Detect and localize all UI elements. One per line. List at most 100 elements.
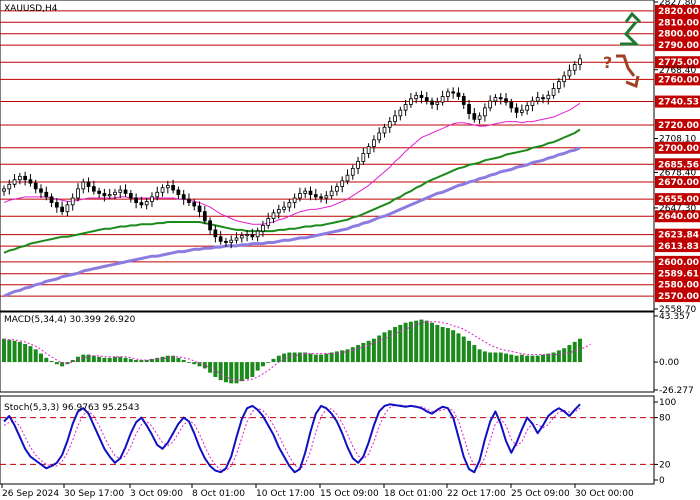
macd-panel: MACD(5,34,4) 30.399 26.920 bbox=[0, 311, 655, 393]
candle-body bbox=[202, 211, 207, 222]
candle-body bbox=[65, 204, 70, 213]
macd-bar bbox=[149, 358, 154, 363]
time-tick-label: 26 Sep 2024 bbox=[2, 489, 59, 499]
macd-axis: 43.357 0.00 -26.277 bbox=[654, 312, 694, 396]
level-label: 2760.00 bbox=[658, 75, 699, 85]
ma-slow-line bbox=[3, 146, 581, 298]
candle-body bbox=[329, 190, 334, 197]
macd-bar bbox=[530, 355, 535, 363]
macd-bar bbox=[430, 322, 435, 363]
candle-body bbox=[271, 212, 276, 219]
candle-body bbox=[414, 94, 419, 100]
candle-body bbox=[229, 239, 234, 243]
candle-body bbox=[419, 94, 424, 99]
macd-bar bbox=[245, 362, 250, 380]
candle-body bbox=[504, 98, 508, 103]
macd-bar bbox=[366, 340, 371, 363]
candle-body bbox=[192, 202, 197, 207]
stochastic-lines bbox=[0, 403, 654, 474]
level-tag bbox=[655, 141, 700, 154]
macd-bar bbox=[76, 356, 80, 363]
time-tick-label: 30 Oct 00:00 bbox=[575, 489, 634, 499]
ma-fast-line bbox=[3, 102, 581, 225]
price-panel: XAUUSD,H4 ? bbox=[0, 0, 655, 312]
time-tick-label: 25 Oct 09:00 bbox=[511, 489, 570, 499]
level-tag bbox=[655, 56, 700, 69]
candle-body bbox=[488, 100, 493, 109]
candle-body bbox=[208, 220, 212, 231]
macd-bar bbox=[435, 324, 440, 363]
stoch-tick-label: 0 bbox=[659, 476, 665, 486]
candle-body bbox=[298, 193, 302, 199]
candle-body bbox=[266, 218, 271, 226]
macd-bar bbox=[382, 332, 387, 363]
macd-bar bbox=[202, 362, 207, 369]
candle-body bbox=[118, 189, 123, 193]
up-arrow-icon bbox=[620, 11, 642, 46]
candle-body bbox=[303, 190, 308, 194]
candle-body bbox=[187, 198, 191, 203]
macd-bar bbox=[7, 339, 12, 363]
macd-bar bbox=[239, 362, 244, 382]
time-tick-label: 8 Oct 01:00 bbox=[192, 489, 245, 499]
macd-bar bbox=[39, 353, 43, 363]
level-label: 2623.84 bbox=[658, 231, 699, 241]
level-tag bbox=[655, 39, 700, 52]
candle-body bbox=[456, 92, 461, 97]
candle-body bbox=[197, 205, 202, 213]
macd-bar bbox=[303, 352, 308, 363]
level-tag bbox=[655, 118, 700, 131]
candle-body bbox=[150, 196, 154, 202]
macd-tick-label: -26.277 bbox=[659, 386, 694, 396]
candle-body bbox=[562, 75, 567, 83]
candle-body bbox=[372, 139, 376, 148]
macd-bar bbox=[308, 353, 313, 363]
price-tick-label: 2827.80 bbox=[659, 0, 696, 8]
level-tag bbox=[655, 73, 700, 86]
macd-bar bbox=[165, 355, 170, 363]
candle-body bbox=[398, 109, 403, 117]
candle-body bbox=[255, 230, 260, 238]
candle-body bbox=[477, 115, 482, 120]
level-label: 2589.61 bbox=[658, 270, 699, 280]
level-label: 2640.00 bbox=[658, 212, 699, 222]
stoch-tick-label: 20 bbox=[659, 460, 671, 470]
candle-body bbox=[160, 187, 165, 193]
macd-bar bbox=[33, 349, 38, 363]
macd-bar bbox=[578, 338, 582, 363]
macd-bar bbox=[419, 319, 424, 363]
macd-bar bbox=[387, 330, 392, 363]
price-tick-label: 2708.10 bbox=[659, 135, 696, 145]
macd-bar bbox=[2, 338, 6, 363]
candle-body bbox=[557, 81, 561, 89]
candle-body bbox=[430, 100, 434, 105]
level-label: 2700.00 bbox=[658, 144, 699, 154]
candle-body bbox=[541, 97, 545, 100]
price-tick-label: 2558.70 bbox=[659, 305, 696, 315]
macd-signal-line bbox=[4, 321, 591, 381]
candle-body bbox=[176, 189, 181, 195]
candle-body bbox=[250, 234, 255, 238]
level-tag bbox=[655, 267, 700, 280]
macd-bar bbox=[197, 362, 202, 367]
macd-bar bbox=[208, 362, 213, 373]
macd-bar bbox=[155, 357, 160, 363]
macd-bar bbox=[467, 340, 472, 363]
candle-body bbox=[123, 189, 128, 194]
macd-bar bbox=[556, 350, 561, 363]
candle-body bbox=[91, 186, 96, 192]
candle-body bbox=[33, 182, 38, 190]
time-tick-label: 22 Oct 17:00 bbox=[447, 489, 506, 499]
macd-bar bbox=[23, 344, 28, 363]
candle-body bbox=[382, 126, 387, 134]
candle-body bbox=[377, 132, 382, 141]
candle-body bbox=[28, 179, 33, 184]
macd-bar bbox=[477, 349, 482, 363]
candle-body bbox=[224, 240, 228, 243]
candle-body bbox=[514, 107, 519, 113]
candle-body bbox=[546, 94, 551, 100]
candle-body bbox=[324, 195, 329, 199]
candle-body bbox=[451, 91, 456, 94]
time-tick-label: 3 Oct 09:00 bbox=[130, 489, 183, 499]
